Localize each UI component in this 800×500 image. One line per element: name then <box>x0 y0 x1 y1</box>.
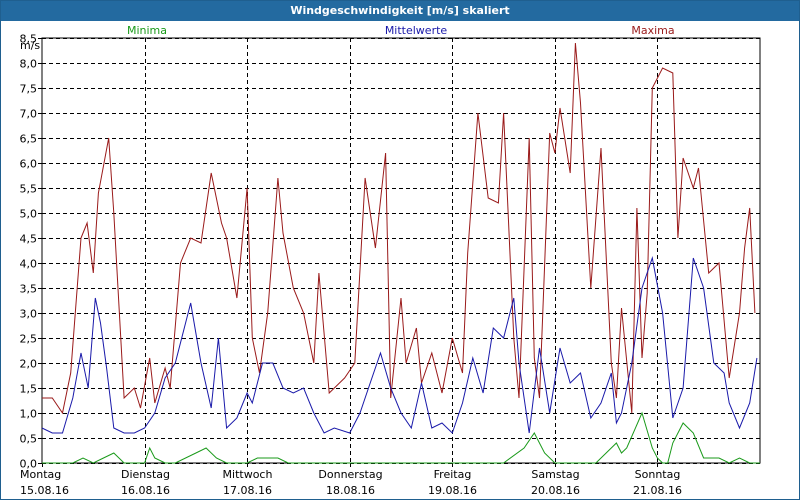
series-line-minima <box>42 411 760 464</box>
x-date-label: 19.08.16 <box>428 484 477 497</box>
y-tick-label: 6,5 <box>20 133 38 146</box>
legend-mittelwerte: Mittelwerte <box>384 24 448 37</box>
y-axis-unit: m/s <box>20 39 41 52</box>
y-tick-label: 6,0 <box>20 158 38 171</box>
legend-maxima: Maxima <box>631 24 675 37</box>
y-tick-label: 2,5 <box>20 333 38 346</box>
x-day-label: Montag <box>20 468 61 481</box>
y-tick-label: 8,5 <box>20 33 38 46</box>
series-line-mittelwerte <box>41 256 758 434</box>
y-tick-label: 7,0 <box>20 108 38 121</box>
x-date-label: 20.08.16 <box>531 484 580 497</box>
y-tick-label: 3,0 <box>20 308 38 321</box>
x-day-label: Sonntag <box>635 468 681 481</box>
y-tick-label: 3,5 <box>20 283 38 296</box>
x-day-label: Dienstag <box>121 468 170 481</box>
x-date-label: 18.08.16 <box>326 484 375 497</box>
y-tick-label: 0,5 <box>20 433 38 446</box>
series-line-maxima <box>42 42 756 415</box>
y-tick-label: 0,0 <box>20 458 38 471</box>
x-date-label: 17.08.16 <box>223 484 272 497</box>
x-day-label: Donnerstag <box>318 468 382 481</box>
window-title: Windgeschwindigkeit [m/s] skaliert <box>1 1 799 21</box>
x-date-label: 21.08.16 <box>633 484 682 497</box>
x-day-label: Freitag <box>434 468 472 481</box>
legend-minima: Minima <box>126 24 168 37</box>
x-date-label: 15.08.16 <box>20 484 69 497</box>
y-tick-label: 4,0 <box>20 258 38 271</box>
y-tick-label: 7,5 <box>20 83 38 96</box>
y-tick-label: 2,0 <box>20 358 38 371</box>
x-day-label: Samstag <box>531 468 579 481</box>
x-date-label: 16.08.16 <box>121 484 170 497</box>
y-tick-label: 8,0 <box>20 58 38 71</box>
y-tick-label: 1,0 <box>20 408 38 421</box>
y-tick-label: 5,5 <box>20 183 38 196</box>
y-tick-label: 1,5 <box>20 383 38 396</box>
y-tick-label: 4,5 <box>20 233 38 246</box>
x-day-label: Mittwoch <box>223 468 273 481</box>
y-tick-label: 5,0 <box>20 208 38 221</box>
